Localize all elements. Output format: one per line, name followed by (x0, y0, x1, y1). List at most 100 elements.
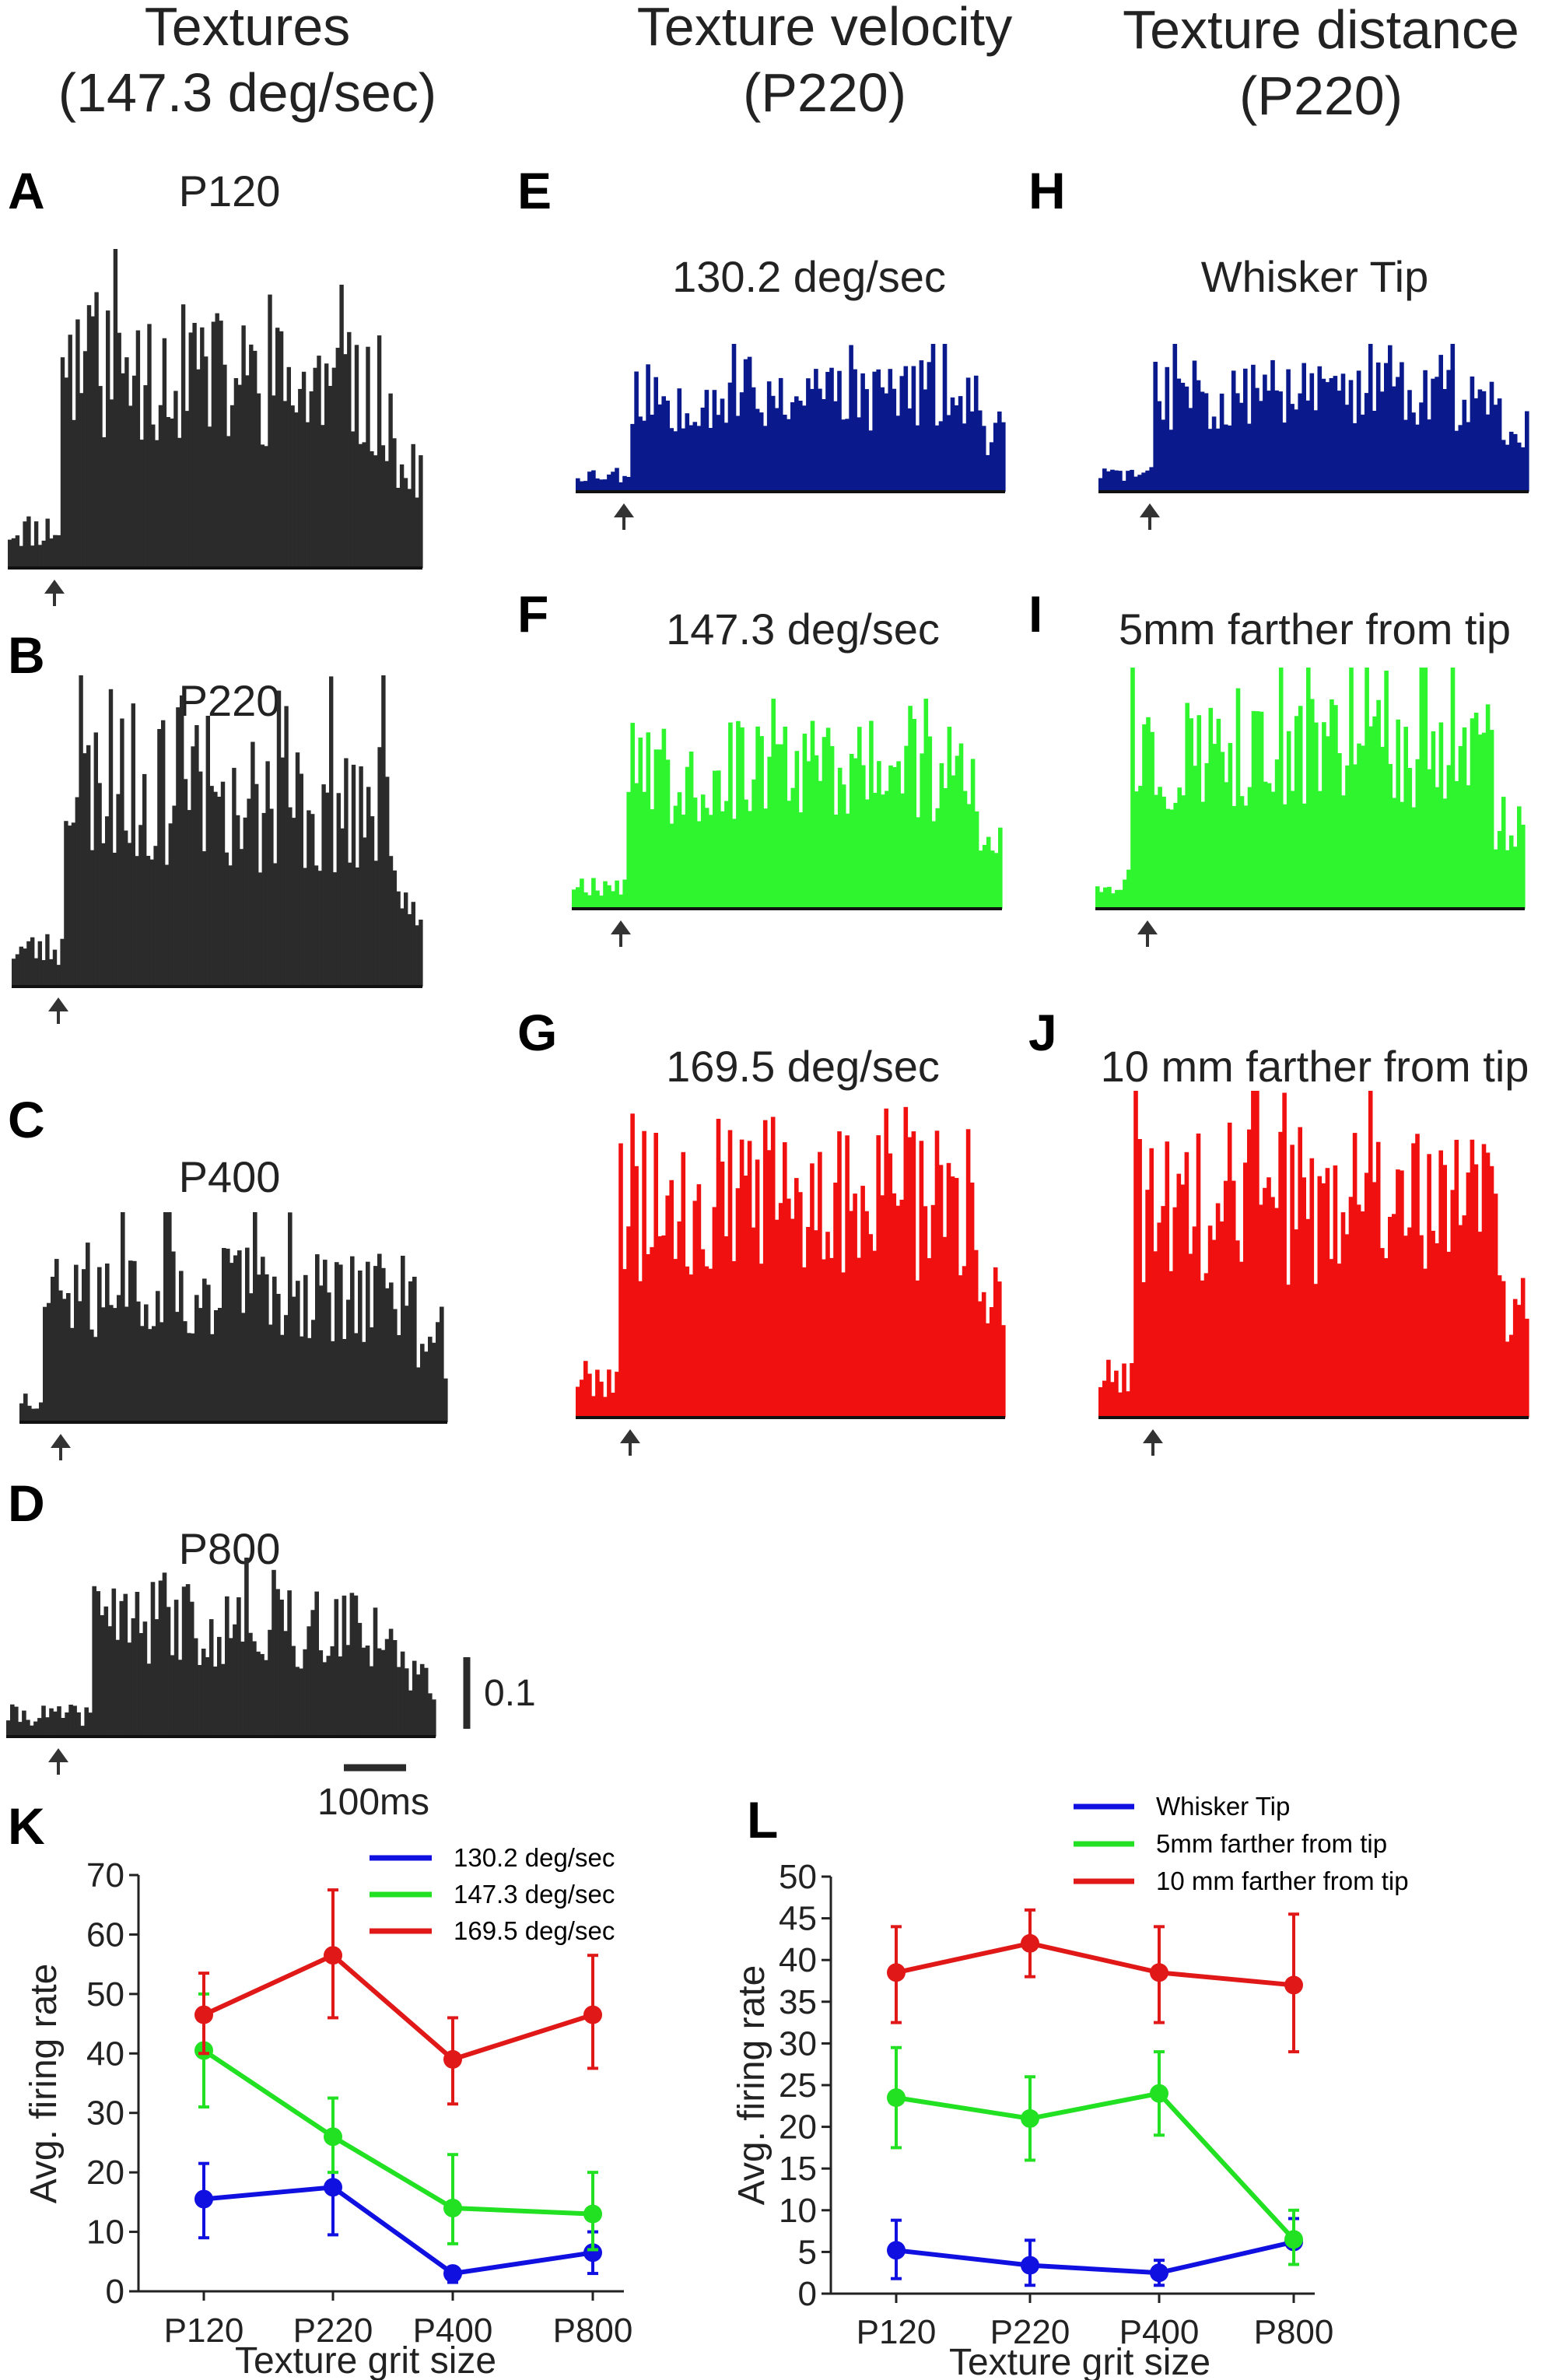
histogram-bar (744, 799, 748, 909)
histogram-bar (411, 443, 415, 568)
histogram-bar (105, 816, 110, 987)
column-title-velocity-line1: Texture velocity (637, 0, 1012, 57)
histogram-bar (256, 393, 261, 568)
y-tick-label: 10 (779, 2192, 817, 2230)
histogram-bar (370, 816, 375, 987)
histogram-label-g: 169.5 deg/sec (666, 1042, 940, 1091)
histogram-bar (396, 1667, 401, 1737)
y-tick-label: 0 (798, 2275, 817, 2313)
histogram-bar (303, 1274, 308, 1422)
histogram-bar (642, 420, 646, 492)
histogram-bar (381, 675, 386, 987)
histogram-bar (43, 1306, 47, 1422)
histogram-bar (201, 1649, 206, 1737)
histogram-bar (1407, 768, 1413, 909)
data-point (887, 2241, 906, 2260)
histogram-bar (109, 1305, 114, 1422)
histogram-bar (1290, 790, 1295, 909)
histogram-bar (1211, 1239, 1217, 1418)
histogram-bar (176, 707, 180, 987)
histogram-bar (1149, 1148, 1154, 1418)
histogram-bar (787, 419, 791, 492)
histogram-bar (1231, 1180, 1236, 1418)
histogram-bar (766, 381, 772, 492)
histogram-bar (369, 1666, 374, 1737)
histogram-bar (1282, 422, 1287, 492)
histogram-bar (783, 1142, 787, 1418)
histogram-bar (214, 1310, 219, 1422)
histogram-bar (384, 1639, 390, 1737)
histogram-bar (1158, 787, 1162, 909)
histogram-bar (54, 1259, 59, 1422)
histogram-bar (1165, 366, 1170, 492)
histogram-bar (1118, 1392, 1123, 1418)
histogram-bar (147, 324, 152, 568)
histogram-bar (78, 1301, 82, 1422)
histogram-bar (103, 1606, 109, 1737)
histogram-bar (1196, 1133, 1201, 1418)
histogram-bar (1185, 703, 1189, 909)
histogram-bar (1103, 887, 1108, 909)
histogram-bar (727, 1130, 733, 1418)
histogram-bar (273, 863, 278, 987)
histogram-bar (86, 745, 91, 987)
histogram-bar (766, 1150, 772, 1418)
histogram-f (572, 699, 1003, 947)
histogram-bar (743, 359, 748, 492)
histogram-bar (927, 736, 933, 909)
histogram-bar (1130, 469, 1134, 492)
histogram-bar (264, 1660, 268, 1737)
histogram-bar (770, 395, 776, 492)
histogram-bar (696, 1184, 702, 1418)
histogram-bar (973, 375, 979, 492)
histogram-bar (829, 1257, 834, 1418)
stimulus-arrow-icon (611, 920, 631, 934)
histogram-bar (177, 1660, 183, 1737)
histogram-bar (124, 357, 129, 568)
histogram-bar (79, 675, 83, 987)
histogram-bar (135, 1592, 140, 1737)
histogram-bar (822, 399, 826, 492)
histogram-bar (1450, 344, 1456, 492)
histogram-bar (66, 1293, 71, 1422)
histogram-bar (1423, 370, 1428, 492)
histogram-bar (388, 393, 393, 568)
histogram-bar (303, 1649, 307, 1737)
histogram-bar (264, 446, 268, 568)
histogram-bar (1298, 1127, 1302, 1418)
histogram-bar (366, 346, 370, 568)
histogram-bar (677, 388, 682, 492)
histogram-bar (783, 415, 787, 492)
histogram-bar (89, 850, 95, 987)
histogram-bar (353, 1595, 359, 1737)
histogram-bar (673, 805, 678, 909)
histogram-bar (1375, 362, 1381, 492)
histogram-bar (892, 767, 897, 909)
histogram-bar (68, 1705, 73, 1737)
histogram-bar (432, 1342, 436, 1422)
histogram-bar (1161, 796, 1166, 909)
histogram-bar (857, 1257, 861, 1418)
histogram-bar (1352, 422, 1358, 492)
histogram-bar (254, 783, 259, 987)
histogram-bar (210, 1334, 215, 1422)
histogram-bar (1095, 886, 1100, 909)
histogram-bar (1481, 1144, 1487, 1418)
histogram-bar (51, 1277, 55, 1422)
histogram-bar (245, 1247, 250, 1422)
histogram-bar (1368, 1091, 1373, 1418)
histogram-bar (661, 1235, 666, 1418)
histogram-bar (428, 1337, 433, 1422)
histogram-bar (149, 859, 154, 987)
data-point (443, 2049, 462, 2069)
histogram-bar (142, 773, 147, 987)
histogram-bar (762, 1120, 768, 1418)
histogram-bar (185, 1584, 191, 1737)
histogram-bar (15, 535, 20, 568)
histogram-bar (265, 1274, 269, 1422)
histogram-bar (1255, 1091, 1259, 1418)
panel-letter-d: D (8, 1474, 45, 1532)
histogram-bar (37, 545, 43, 568)
legend-label: Whisker Tip (1156, 1792, 1290, 1821)
histogram-bar (345, 1645, 351, 1737)
